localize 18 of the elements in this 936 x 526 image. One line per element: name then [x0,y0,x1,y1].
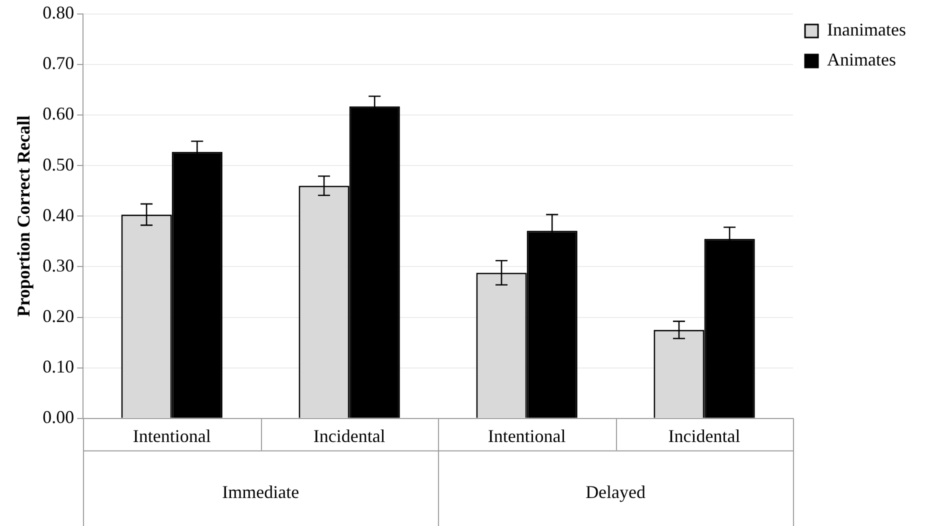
text: Immediate [222,482,300,502]
x-tick-label: Intentional [488,426,566,446]
y-tick-label: 0.50 [42,154,74,174]
x-tick-label: Incidental [313,426,386,446]
x-tick-label: Intentional [132,426,211,446]
y-tick-label: 0.60 [42,104,74,124]
y-tick-label: 0.10 [42,356,74,377]
y-tick-label: 0.30 [42,255,74,276]
y-axis-title: Proportion Correct Recall [13,115,34,317]
legend-label: Inanimates [827,20,906,40]
y-tick-label: 0.80 [42,2,74,23]
legend-label: Animates [827,50,896,70]
y-tick-label: 0.20 [42,306,74,326]
y-tick-label: 0.00 [42,407,74,428]
y-tick-label: 0.40 [42,204,74,225]
x-tick-label: Incidental [668,426,740,446]
text: Delayed [586,482,646,502]
y-tick-label: 0.70 [42,53,74,74]
